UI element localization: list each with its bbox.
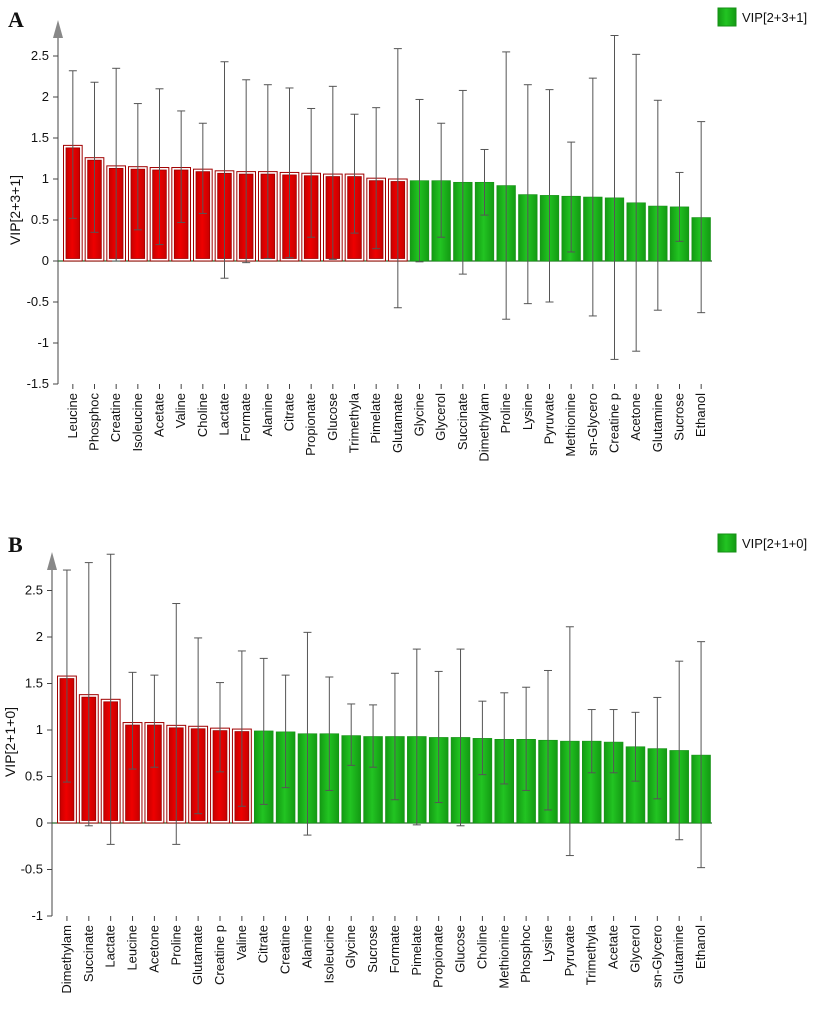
y-tick-label: -1 — [37, 335, 49, 350]
y-tick-label: 0 — [36, 815, 43, 830]
y-tick-label: 1.5 — [31, 130, 49, 145]
category-label: Glycerol — [433, 393, 448, 441]
category-label: Sucrose — [365, 925, 380, 973]
category-label: Propionate — [431, 925, 446, 988]
category-label: sn-Glycero — [585, 393, 600, 456]
category-label: Methionine — [563, 393, 578, 457]
category-label: Trimethyla — [584, 924, 599, 985]
panel-B: B -1 -0.5 0 0.5 1 1.5 2 2.5 VIP[2+1+0] VIP[2+1+0] D… — [2, 532, 807, 994]
category-label: Alanine — [260, 393, 275, 436]
y-tick-label: 1 — [42, 171, 49, 186]
category-label: Phosphoc — [87, 393, 102, 451]
category-label: Creatine p — [212, 925, 227, 985]
category-label: Creatine p — [607, 393, 622, 453]
category-label: Acetate — [152, 393, 167, 437]
category-label: Sucrose — [672, 393, 687, 441]
category-label: Methionine — [496, 925, 511, 989]
category-label: Creatine — [278, 925, 293, 974]
legend-label: VIP[2+3+1] — [742, 10, 807, 25]
category-label: Lactate — [103, 925, 118, 968]
category-label: Isoleucine — [130, 393, 145, 452]
category-label: Pyruvate — [562, 925, 577, 976]
y-tick-label: -0.5 — [27, 294, 49, 309]
y-tick-label: 2.5 — [31, 48, 49, 63]
category-label: Citrate — [282, 393, 297, 431]
category-label: Alanine — [299, 925, 314, 968]
y-axis-label: VIP[2+3+1] — [7, 175, 23, 245]
y-axis-arrow — [47, 552, 57, 570]
category-label: Proline — [498, 393, 513, 433]
category-label: Ethanol — [693, 393, 708, 437]
category-label: Glucose — [325, 393, 340, 441]
category-label: Lactate — [217, 393, 232, 436]
y-tick-label: -1.5 — [27, 376, 49, 391]
category-label: Ethanol — [693, 925, 708, 969]
category-label: Leucine — [125, 925, 140, 971]
category-label: Pimelate — [409, 925, 424, 976]
category-label: Dimethylam — [59, 925, 74, 994]
panel-letter: A — [8, 7, 24, 32]
category-label: Acetone — [146, 925, 161, 973]
y-tick-label: 1 — [36, 722, 43, 737]
y-tick-label: 2 — [36, 629, 43, 644]
category-label: Formate — [387, 925, 402, 973]
category-label: Creatine — [108, 393, 123, 442]
legend-swatch — [717, 7, 737, 27]
panel-letter: B — [8, 532, 23, 557]
category-label: Proline — [168, 925, 183, 965]
legend-swatch — [717, 533, 737, 553]
category-label: Pyruvate — [542, 393, 557, 444]
category-label: Propionate — [303, 393, 318, 456]
category-label: Glutamate — [190, 925, 205, 985]
category-label: Dimethylam — [477, 393, 492, 462]
y-tick-label: 0.5 — [25, 769, 43, 784]
category-label: Pimelate — [368, 393, 383, 444]
category-label: sn-Glycero — [649, 925, 664, 988]
category-label: Valine — [173, 393, 188, 428]
category-label: Valine — [234, 925, 249, 960]
category-label: Glycerol — [627, 925, 642, 973]
category-label: Trimethyla — [347, 392, 362, 453]
y-tick-label: 1.5 — [25, 676, 43, 691]
category-label: Formate — [238, 393, 253, 441]
category-label: Acetone — [628, 393, 643, 441]
y-tick-label: 0 — [42, 253, 49, 268]
category-label: Glutamine — [650, 393, 665, 452]
legend-label: VIP[2+1+0] — [742, 536, 807, 551]
category-label: Isoleucine — [321, 925, 336, 984]
y-tick-label: 0.5 — [31, 212, 49, 227]
y-axis-label: VIP[2+1+0] — [2, 707, 18, 777]
category-label: Glycine — [343, 925, 358, 968]
y-axis-arrow — [53, 20, 63, 38]
category-label: Acetate — [606, 925, 621, 969]
category-label: Choline — [195, 393, 210, 437]
category-label: Glycine — [412, 393, 427, 436]
category-label: Glutamate — [390, 393, 405, 453]
category-label: Citrate — [256, 925, 271, 963]
category-label: Leucine — [65, 393, 80, 439]
y-tick-label: 2 — [42, 89, 49, 104]
category-label: Phosphoc — [518, 925, 533, 983]
panel-A: A -1.5 -1 -0.5 0 0.5 1 1.5 2 2.5 VIP[2+3+1] VIP[2+3… — [7, 7, 807, 462]
y-tick-label: -1 — [31, 908, 43, 923]
category-label: Succinate — [455, 393, 470, 450]
category-label: Glutamine — [671, 925, 686, 984]
category-label: Succinate — [81, 925, 96, 982]
category-label: Choline — [474, 925, 489, 969]
y-tick-label: 2.5 — [25, 583, 43, 598]
category-label: Glucose — [453, 925, 468, 973]
category-label: Lysine — [540, 925, 555, 962]
y-tick-label: -0.5 — [21, 862, 43, 877]
category-label: Lysine — [520, 393, 535, 430]
